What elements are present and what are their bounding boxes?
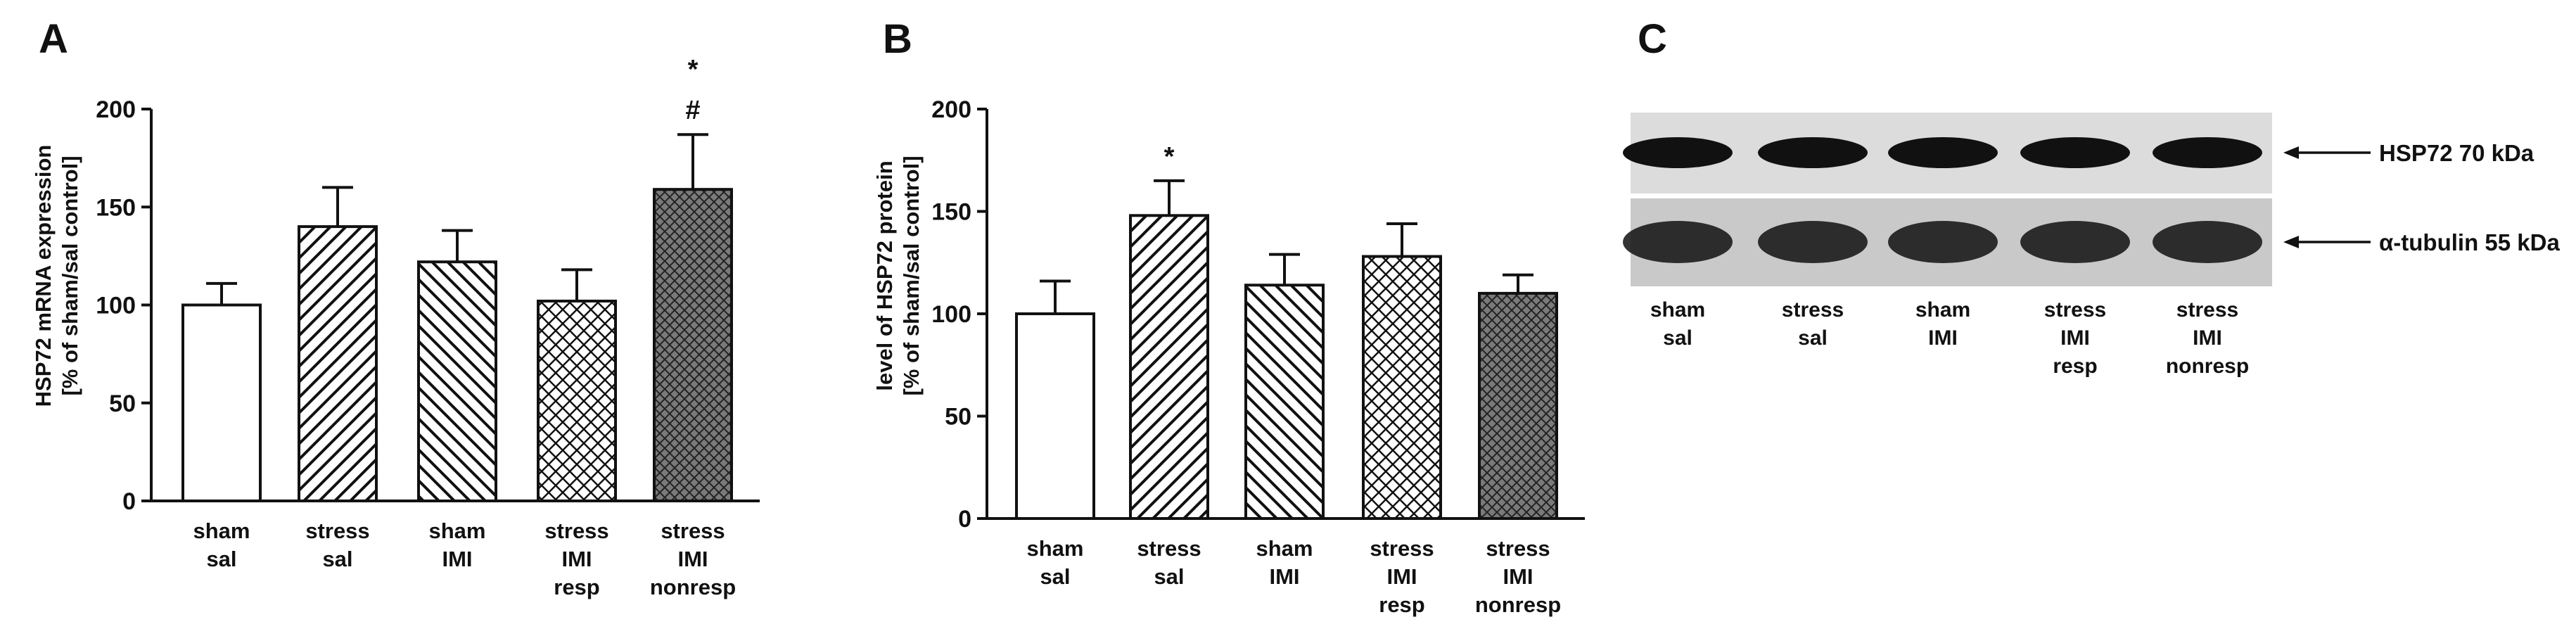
- panel-b-significance-marker: *: [1164, 142, 1175, 172]
- panel-b-category-label: sham: [1027, 536, 1084, 561]
- panel-a-category-label: stress: [305, 519, 369, 543]
- panel-b-category-label: IMI: [1386, 564, 1417, 589]
- blot-band: [2020, 137, 2130, 168]
- panel-b-ylabel-line2: [% of sham/sal control]: [899, 155, 924, 395]
- panel-a-category-label: IMI: [442, 547, 472, 571]
- panel-b-category-label: sham: [1256, 536, 1313, 561]
- blot-band: [1758, 221, 1868, 263]
- panel-a-tick-label: 50: [109, 390, 136, 417]
- blot-band: [2020, 221, 2130, 263]
- panel-c-western-blot: C HSP72 70 kDa α-tubulin 55 kDa sham sal str…: [1623, 16, 2560, 378]
- panel-b-category-label: resp: [1379, 592, 1424, 617]
- panel-a-tick-label: 150: [96, 194, 136, 221]
- panel-a-bar: [537, 299, 617, 502]
- panel-b-tick-label: 150: [931, 199, 971, 226]
- blot-lane-label: IMI: [2193, 326, 2222, 350]
- blot-lane-label: sal: [1663, 326, 1692, 350]
- blot-lane-label: stress: [2044, 298, 2106, 322]
- panel-b-tick-label: 100: [931, 301, 971, 328]
- panel-a-tick-label: 0: [122, 488, 136, 515]
- panel-a-category-label: resp: [554, 575, 599, 599]
- panel-a-category-label: IMI: [677, 547, 708, 571]
- panel-a-category-labels: sham sal stress sal sham IMI stress IMI resp stre…: [193, 519, 737, 599]
- panel-b-bar: [1244, 284, 1325, 520]
- panel-b-bar: [1129, 214, 1209, 520]
- panel-c-letter: C: [1638, 16, 1667, 62]
- panel-a-significance-marker: *: [688, 55, 699, 84]
- blot-arrowhead: [2283, 146, 2299, 159]
- blot-band: [1888, 137, 1998, 168]
- panel-b-bar: [1015, 312, 1095, 520]
- panel-a-ylabel-line1: HSP72 mRNA expression: [31, 145, 56, 407]
- blot-arrowhead: [2283, 236, 2299, 248]
- panel-b-chart: B level of HSP72 protein [% of sham/sal …: [872, 16, 1585, 617]
- panel-a-tick-label: 100: [96, 293, 136, 319]
- blot-lane-label: sham: [1915, 298, 1970, 322]
- panel-a-letter: A: [39, 16, 68, 62]
- panel-a-category-label: sal: [206, 547, 236, 571]
- panel-a-category-label: sham: [429, 519, 486, 543]
- blot-band: [1758, 137, 1868, 168]
- panel-b-category-label: IMI: [1269, 564, 1299, 589]
- blot-band: [2153, 137, 2262, 168]
- panel-b-category-label: stress: [1486, 536, 1550, 561]
- blot-lane-label: sham: [1650, 298, 1705, 322]
- blot-band-label: HSP72 70 kDa: [2379, 140, 2534, 166]
- panel-b-category-label: stress: [1137, 536, 1201, 561]
- panel-b-category-labels: sham sal stress sal sham IMI stress IMI resp stre…: [1027, 536, 1562, 617]
- blot-lane-label: IMI: [1928, 326, 1958, 350]
- panel-b-tick-label: 0: [958, 506, 971, 533]
- panel-b-tick-label: 200: [931, 96, 971, 123]
- panel-a-bar: [653, 188, 733, 502]
- panel-b-category-label: stress: [1370, 536, 1434, 561]
- panel-a-tick-label: 200: [96, 96, 136, 123]
- panel-a-chart: A HSP72 mRNA expression [% of sham/sal c…: [31, 16, 760, 599]
- panel-a-bars: #*: [181, 55, 733, 502]
- panel-a-category-label: nonresp: [650, 575, 736, 599]
- blot-band: [1623, 221, 1733, 263]
- blot-lane-label: nonresp: [2166, 355, 2249, 378]
- panel-a-category-label: sham: [193, 519, 250, 543]
- panel-b-bar: [1362, 255, 1442, 520]
- panel-a-bar: [417, 260, 497, 502]
- panel-b-category-label: IMI: [1503, 564, 1533, 589]
- blot-lane-label: IMI: [2060, 326, 2090, 350]
- panel-a-category-label: stress: [661, 519, 725, 543]
- blot-lane-label: sal: [1798, 326, 1828, 350]
- blot-band: [2153, 221, 2262, 263]
- panel-b-letter: B: [883, 16, 912, 62]
- panel-b-category-label: nonresp: [1475, 592, 1561, 617]
- panel-b-tick-label: 50: [945, 404, 971, 431]
- panel-a-significance-marker: #: [685, 96, 700, 125]
- blot-band-label: α-tubulin 55 kDa: [2379, 229, 2560, 255]
- panel-b-category-label: sal: [1154, 564, 1184, 589]
- panel-a-category-label: sal: [322, 547, 352, 571]
- panel-a-category-label: IMI: [561, 547, 592, 571]
- blot-band: [1623, 137, 1733, 168]
- panel-b-category-label: sal: [1040, 564, 1070, 589]
- blot-lane-label: resp: [2053, 355, 2097, 378]
- panel-b-ylabel-line1: level of HSP72 protein: [872, 160, 897, 390]
- panel-a-bar: [181, 303, 262, 502]
- blot-image: HSP72 70 kDa α-tubulin 55 kDa sham sal stres…: [1623, 113, 2560, 378]
- panel-b-bar: [1478, 291, 1558, 520]
- blot-band: [1888, 221, 1998, 263]
- panel-a-category-label: stress: [544, 519, 608, 543]
- panel-a-bar: [298, 225, 378, 502]
- blot-lane-label: stress: [1782, 298, 1844, 322]
- blot-lane-label: stress: [2176, 298, 2238, 322]
- panel-b-bars: *: [1015, 142, 1558, 520]
- panel-a-ylabel-line2: [% of sham/sal control]: [58, 155, 82, 395]
